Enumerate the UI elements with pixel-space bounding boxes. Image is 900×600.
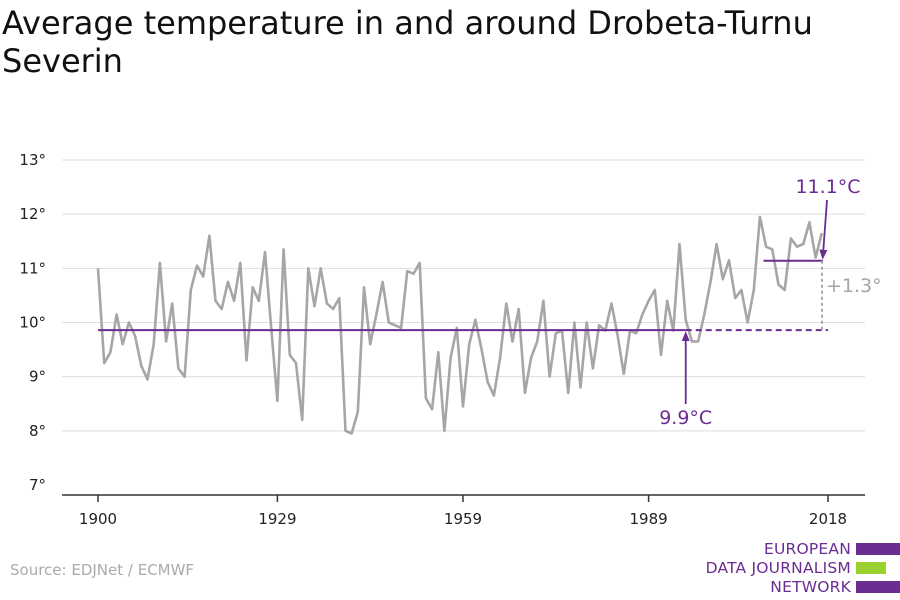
- reference-lines: [98, 259, 828, 332]
- temperature-series-line: [96, 215, 824, 435]
- y-tick-label: 12°: [19, 205, 46, 223]
- logo-line-european: EUROPEAN: [763, 540, 851, 558]
- y-tick-label: 9°: [29, 368, 46, 386]
- y-tick-label: 10°: [19, 314, 46, 332]
- logo-bar-bottom: [856, 581, 900, 593]
- logo-bar-top: [856, 543, 900, 555]
- x-tick-label: 1989: [629, 510, 667, 528]
- annotations: +1.3° 9.9°C 11.1°C: [659, 176, 881, 429]
- baseline-label: 9.9°C: [659, 407, 712, 429]
- recent-label: 11.1°C: [795, 176, 860, 198]
- recent-arrow: [819, 199, 828, 260]
- x-tick-label: 1900: [79, 510, 117, 528]
- x-tick-label: 2018: [809, 510, 847, 528]
- chart-title: Average temperature in and around Drobet…: [2, 4, 813, 80]
- logo-bar-middle: [856, 562, 886, 574]
- logo-line-network: NETWORK: [770, 578, 851, 596]
- y-tick-label: 8°: [29, 422, 46, 440]
- x-axis: 1900 1929 1959 1989 2018: [62, 494, 865, 528]
- y-axis-ticks: 7° 8° 9° 10° 11° 12° 13°: [19, 151, 46, 494]
- difference-label: +1.3°: [826, 275, 882, 297]
- logo-line-data-journalism: DATA JOURNALISM: [705, 559, 851, 577]
- x-tick-label: 1929: [258, 510, 296, 528]
- y-tick-label: 13°: [19, 151, 46, 169]
- x-tick-label: 1959: [444, 510, 482, 528]
- source-note: Source: EDJNet / ECMWF: [10, 561, 195, 579]
- y-tick-label: 7°: [29, 476, 46, 494]
- edjnet-logo: EUROPEAN DATA JOURNALISM NETWORK: [700, 540, 900, 596]
- y-tick-label: 11°: [19, 259, 46, 277]
- series-layer: [96, 215, 824, 435]
